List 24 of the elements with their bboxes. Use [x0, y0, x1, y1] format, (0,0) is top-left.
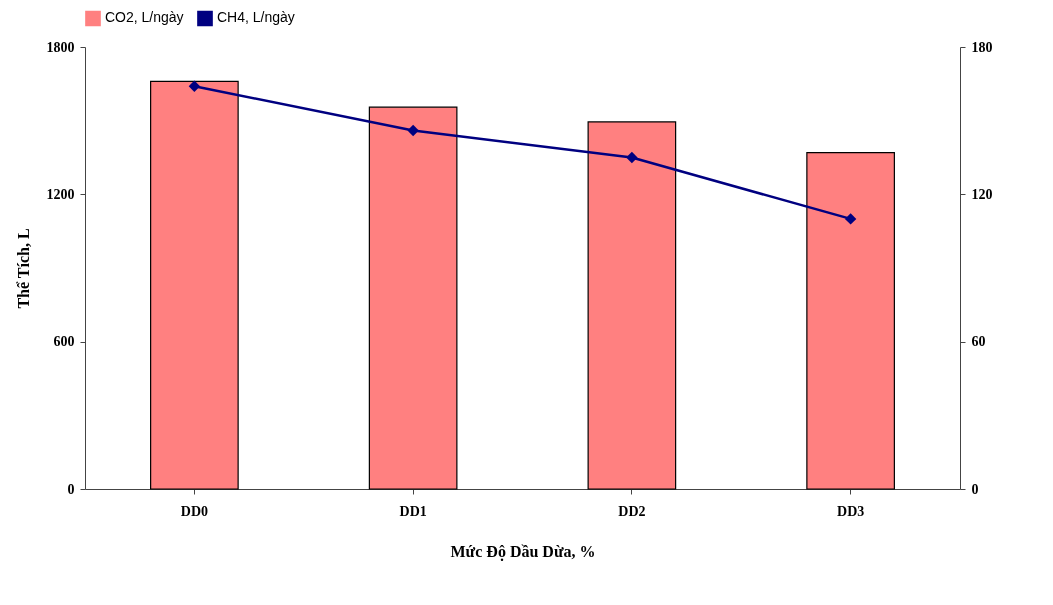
x-axis-title: Mức Độ Dầu Dừa, %	[450, 542, 596, 561]
point	[626, 151, 638, 164]
y-tick-label: 600	[53, 334, 75, 350]
x-tick-label: DD0	[180, 503, 208, 519]
x-tick-label: DD3	[837, 503, 865, 519]
point	[188, 80, 201, 92]
y-tick-label: 0	[67, 481, 75, 497]
y-axis-title: Thể Tích, L	[14, 228, 32, 309]
bar	[150, 80, 239, 490]
y2-tick-label: 0	[971, 481, 979, 497]
y2-tick-label: 180	[971, 39, 993, 55]
y2-tick-label: 120	[971, 186, 993, 202]
point	[844, 213, 857, 225]
y-tick-label: 1800	[46, 39, 75, 55]
point	[407, 124, 419, 137]
legend-label: CH4, L/ngày	[217, 9, 295, 26]
y-tick-label: 1200	[46, 186, 75, 202]
bar	[587, 121, 677, 490]
legend-label: CO2, L/ngày	[105, 9, 184, 26]
y2-tick-label: 60	[971, 334, 986, 350]
bar	[806, 151, 895, 490]
bar	[368, 106, 458, 490]
x-tick-label: DD1	[399, 503, 427, 519]
x-tick-label: DD2	[618, 503, 646, 519]
